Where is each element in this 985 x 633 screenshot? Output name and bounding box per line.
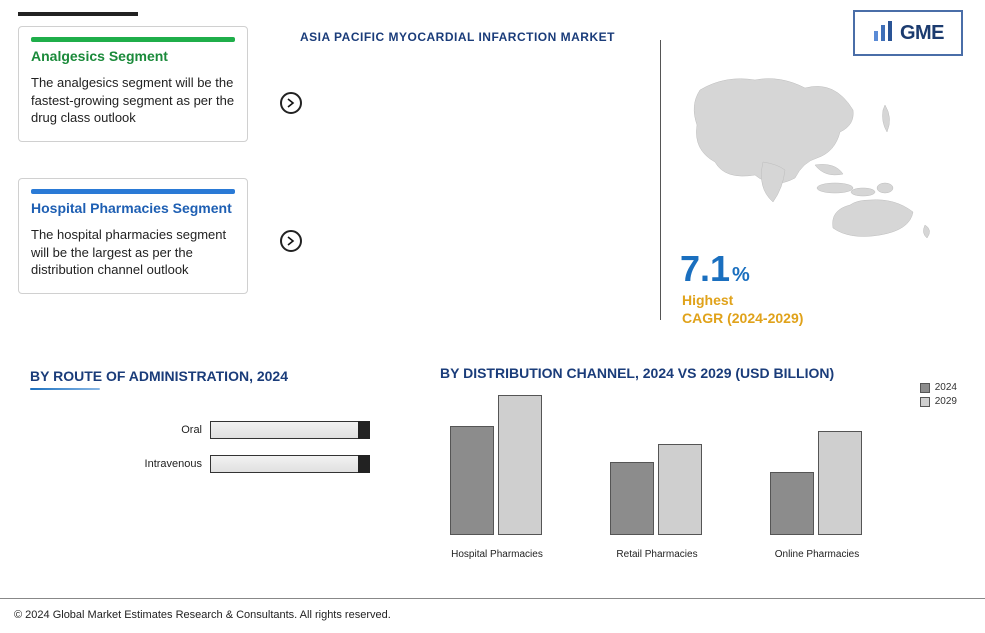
route-bar-row: Intravenous: [30, 452, 390, 476]
route-chart: Oral Intravenous: [30, 418, 390, 508]
percent-sign: %: [732, 264, 750, 286]
legend-item: 2024: [920, 382, 957, 393]
distribution-chart: Hospital PharmaciesRetail PharmaciesOnli…: [440, 395, 940, 565]
dist-bar-2029: [818, 431, 862, 535]
logo-text: GME: [900, 22, 944, 45]
chevron-right-icon: [280, 230, 302, 252]
distribution-heading: BY DISTRIBUTION CHANNEL, 2024 VS 2029 (U…: [440, 365, 834, 381]
footer-divider: [0, 598, 985, 599]
segment-title: Analgesics Segment: [31, 48, 235, 64]
page-title: ASIA PACIFIC MYOCARDIAL INFARCTION MARKE…: [300, 30, 615, 44]
legend-swatch-2024: [920, 383, 930, 393]
cagr-label: Highest: [682, 292, 733, 308]
segment-accent-bar: [31, 37, 235, 42]
dist-bar-2029: [498, 395, 542, 535]
top-divider: [18, 12, 138, 16]
footer-text: © 2024 Global Market Estimates Research …: [14, 609, 391, 621]
cagr-number: 7.1: [680, 248, 730, 289]
dist-bar-2024: [450, 426, 494, 535]
segment-body: The hospital pharmacies segment will be …: [31, 226, 235, 279]
route-bar-cap: [358, 421, 370, 439]
dist-bar-group: [450, 395, 542, 535]
dist-bar-group: [610, 444, 702, 535]
cagr-range: CAGR (2024-2029): [682, 310, 803, 326]
dist-x-label: Retail Pharmacies: [592, 549, 722, 561]
route-bar-label: Oral: [30, 424, 210, 436]
asia-pacific-map: [685, 70, 955, 240]
segment-title: Hospital Pharmacies Segment: [31, 200, 235, 216]
route-bar-row: Oral: [30, 418, 390, 442]
chevron-right-icon: [280, 92, 302, 114]
segment-card-hospital-pharmacies: Hospital Pharmacies Segment The hospital…: [18, 178, 248, 294]
route-heading: BY ROUTE OF ADMINISTRATION, 2024: [30, 368, 288, 384]
segment-card-analgesics: Analgesics Segment The analgesics segmen…: [18, 26, 248, 142]
route-bar: [210, 455, 370, 473]
cagr-value: 7.1%: [680, 248, 750, 290]
segment-body: The analgesics segment will be the faste…: [31, 74, 235, 127]
vertical-divider: [660, 40, 661, 320]
route-bar: [210, 421, 370, 439]
legend-label: 2024: [935, 382, 957, 393]
segment-accent-bar: [31, 189, 235, 194]
bar-chart-icon: [872, 19, 896, 48]
gme-logo: GME: [853, 10, 963, 56]
dist-bar-2024: [610, 462, 654, 535]
dist-bar-2024: [770, 472, 814, 535]
dist-x-label: Hospital Pharmacies: [432, 549, 562, 561]
route-bar-cap: [358, 455, 370, 473]
dist-bar-2029: [658, 444, 702, 535]
route-bar-label: Intravenous: [30, 458, 210, 470]
route-underline: [30, 388, 100, 390]
dist-x-label: Online Pharmacies: [752, 549, 882, 561]
dist-bar-group: [770, 431, 862, 535]
